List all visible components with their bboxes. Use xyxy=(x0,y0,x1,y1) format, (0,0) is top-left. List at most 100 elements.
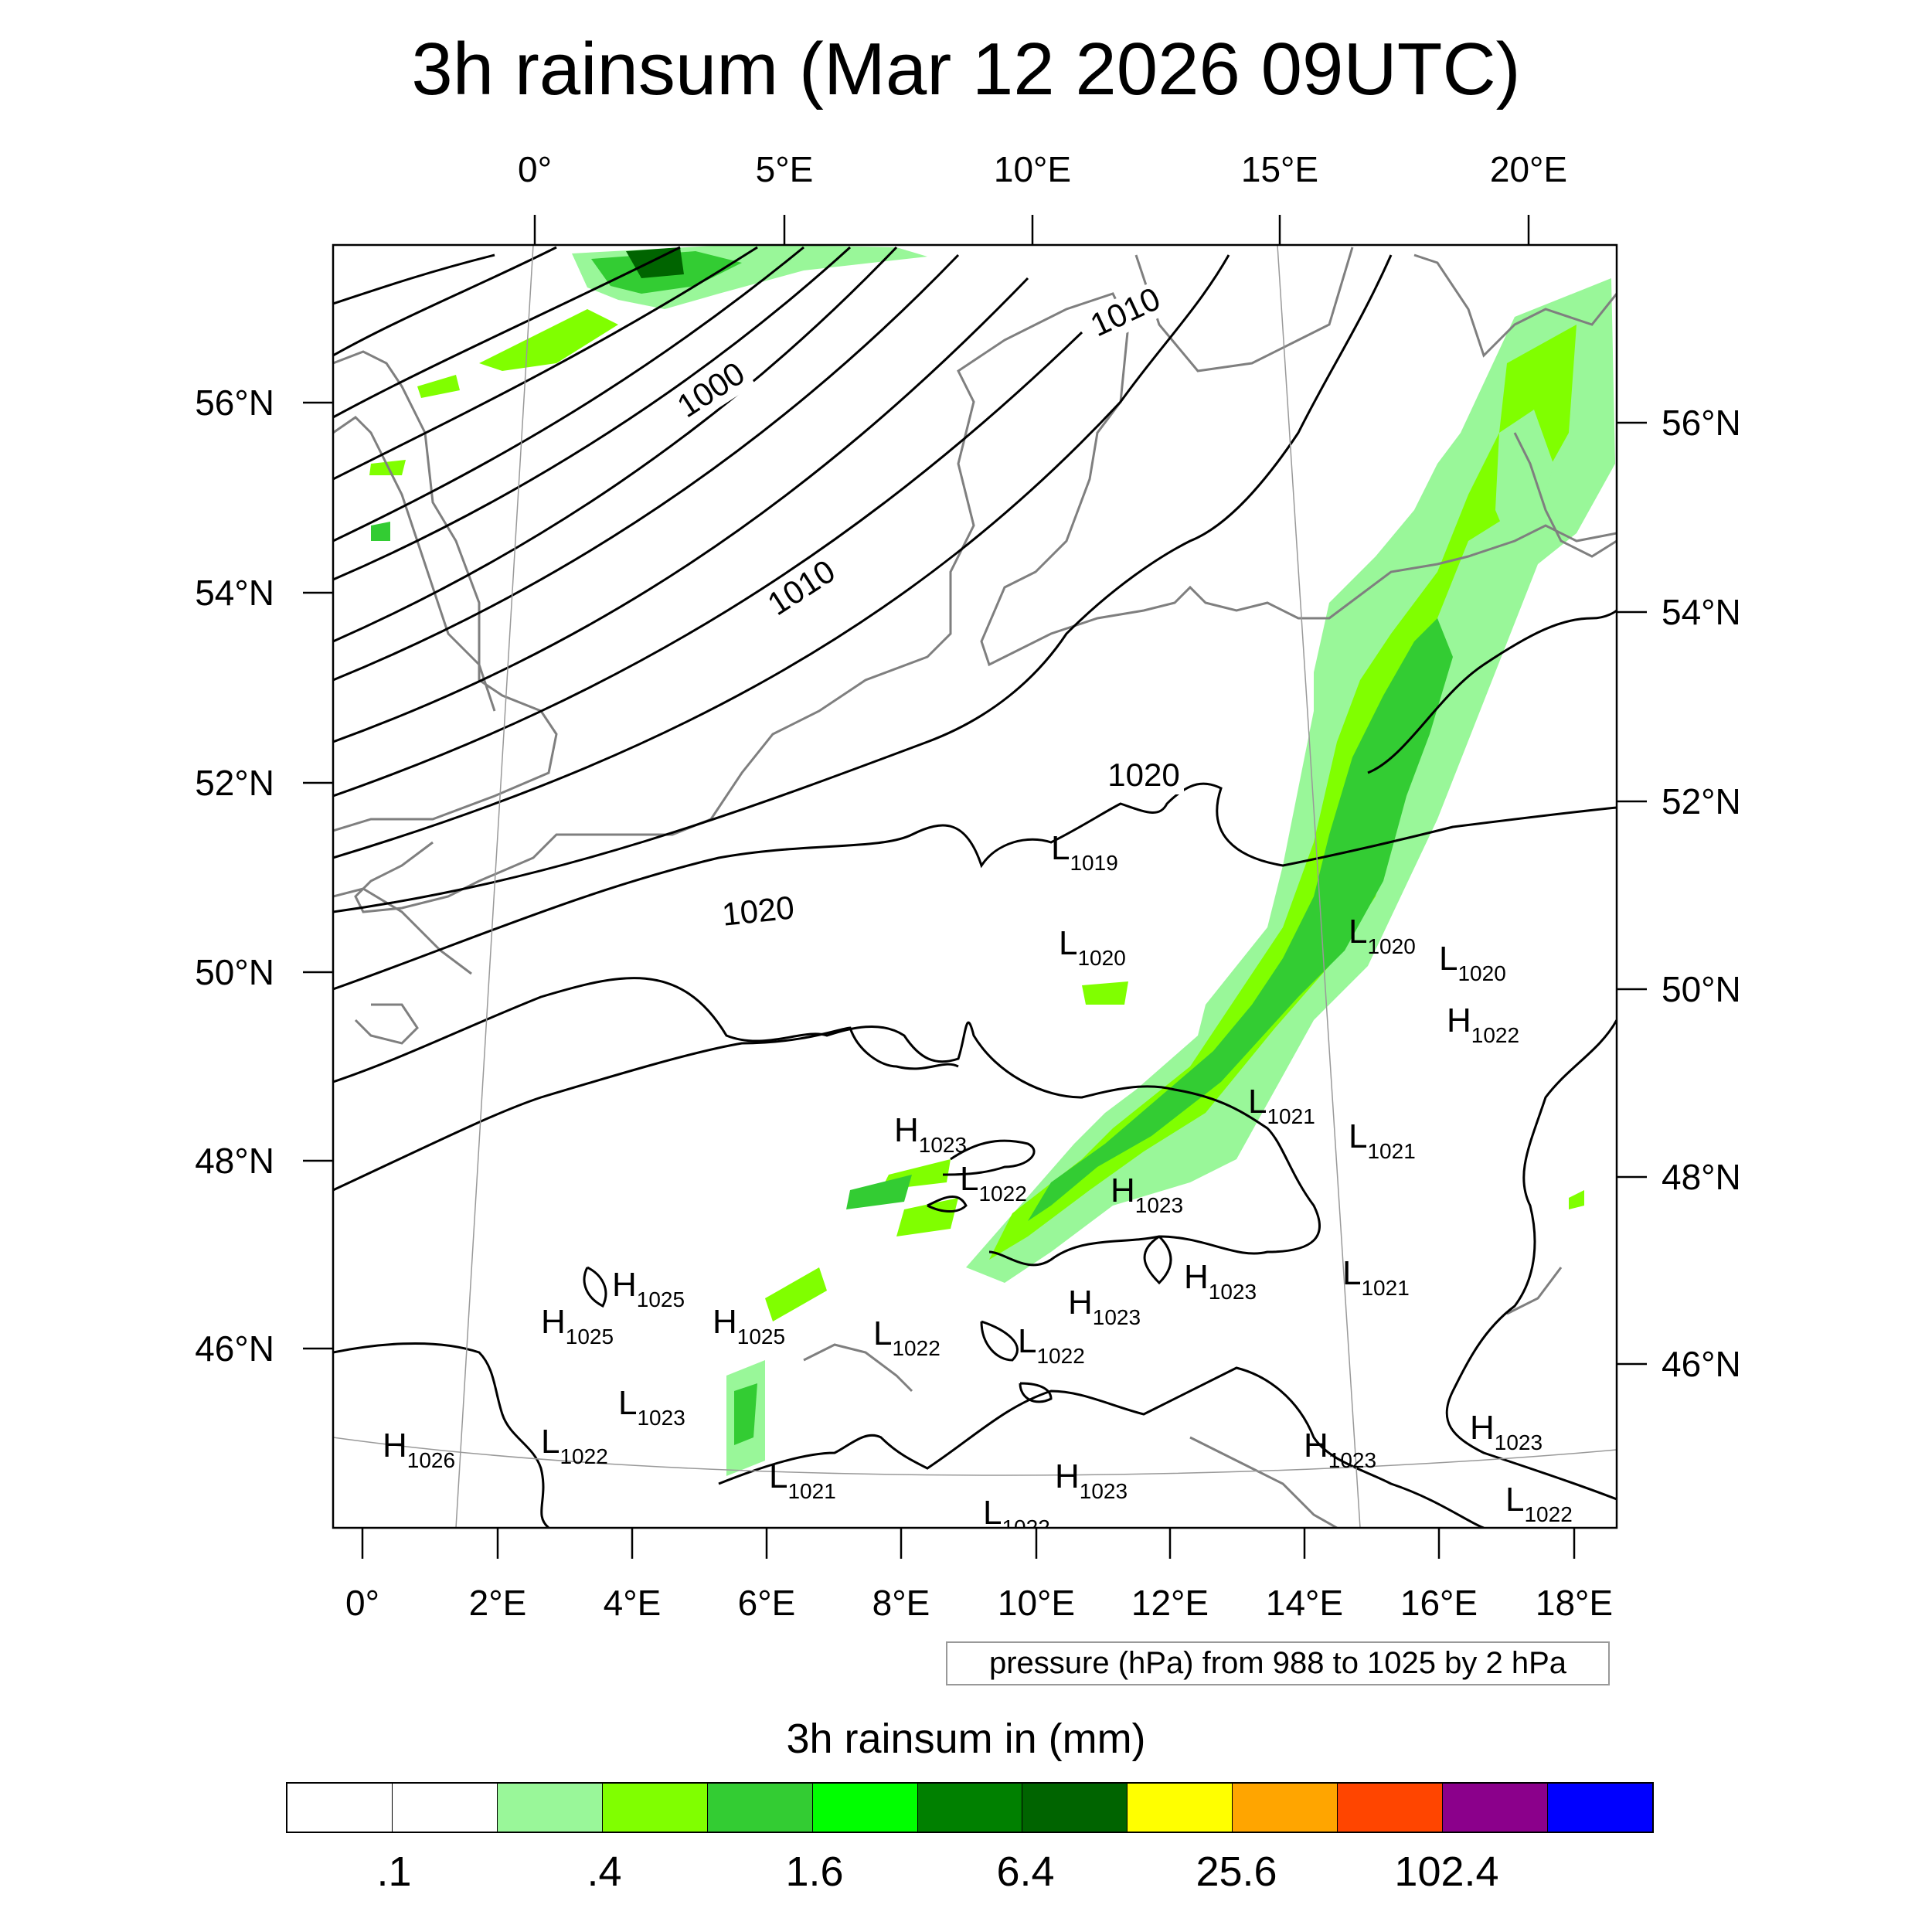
legend-color-box xyxy=(392,1784,498,1832)
isobar xyxy=(333,253,495,305)
rain-band-east-blob xyxy=(1495,410,1553,556)
high-pressure-center: H1023 xyxy=(1184,1258,1257,1304)
legend-title: 3h rainsum in (mm) xyxy=(786,1716,1146,1762)
isobar xyxy=(1143,1235,1172,1285)
isobar xyxy=(333,1026,959,1192)
isobar-label: 1020 xyxy=(720,889,796,933)
isobars xyxy=(333,246,1617,1528)
top-lon-labels: 0° 5°E 10°E 15°E 20°E xyxy=(518,149,1567,189)
low-pressure-center: L1023 xyxy=(618,1384,685,1430)
bottom-lon-label: 2°E xyxy=(469,1583,527,1623)
pressure-center-value: 1023 xyxy=(1328,1448,1376,1472)
isobar xyxy=(333,246,852,581)
tick-marks xyxy=(303,215,1647,1559)
legend-color-box xyxy=(1548,1784,1652,1832)
top-lon-label: 20°E xyxy=(1490,149,1567,189)
rain-band-scatter-1 xyxy=(1082,981,1128,1005)
high-pressure-center: H1023 xyxy=(1304,1427,1376,1472)
legend-label: 1.6 xyxy=(785,1849,844,1895)
low-pressure-center: L1022 xyxy=(1505,1481,1573,1526)
isobar xyxy=(333,782,1617,991)
pressure-center-value: 1021 xyxy=(1361,1276,1409,1300)
meridian-line xyxy=(455,245,534,1528)
pressure-center-value: 1023 xyxy=(637,1406,685,1430)
rain-band-outer xyxy=(966,278,1615,1283)
legend-color-box xyxy=(1022,1784,1128,1832)
pressure-center-value: 1022 xyxy=(1524,1502,1572,1526)
map-frame xyxy=(332,243,1618,1529)
low-pressure-center: L1022 xyxy=(873,1315,940,1360)
rain-area-north-max xyxy=(626,247,684,278)
pressure-center-value: 1022 xyxy=(1002,1515,1049,1539)
rain-band-middle xyxy=(989,325,1577,1260)
isobar xyxy=(1019,1382,1053,1403)
pressure-center-value: 1019 xyxy=(1070,851,1117,875)
pressure-center-value: 1023 xyxy=(1495,1430,1543,1454)
high-pressure-center: H1023 xyxy=(1470,1409,1543,1454)
graticule xyxy=(333,245,1617,1528)
pressure-center-value: 1020 xyxy=(1077,946,1125,970)
pressure-center-value: 1023 xyxy=(1080,1479,1128,1503)
legend-label: .4 xyxy=(587,1849,622,1895)
legend-color-box xyxy=(812,1784,918,1832)
isobar xyxy=(333,977,1321,1267)
pressure-center-value: 1022 xyxy=(1036,1344,1084,1368)
bottom-lon-label: 4°E xyxy=(604,1583,662,1623)
right-lat-labels: 56°N 54°N 52°N 50°N 48°N 46°N xyxy=(1662,403,1741,1384)
bottom-lon-label: 8°E xyxy=(872,1583,930,1623)
pressure-center-value: 1020 xyxy=(1367,934,1415,958)
isobar xyxy=(1367,609,1617,774)
legend-color-box xyxy=(1233,1784,1338,1832)
pressure-center-value: 1020 xyxy=(1458,961,1505,985)
pressure-center-value: 1022 xyxy=(978,1182,1026,1206)
low-pressure-center: L1022 xyxy=(541,1423,608,1468)
right-lat-label: 56°N xyxy=(1662,403,1741,443)
legend-color-box xyxy=(1443,1784,1549,1832)
bottom-lon-label: 16°E xyxy=(1400,1583,1478,1623)
pressure-center-value: 1021 xyxy=(1367,1139,1415,1163)
right-lat-label: 46°N xyxy=(1662,1344,1741,1384)
isobar xyxy=(333,246,557,357)
low-pressure-center: L1020 xyxy=(1439,940,1506,985)
left-lat-label: 48°N xyxy=(195,1141,274,1181)
pressure-center-value: 1023 xyxy=(1135,1193,1183,1217)
legend-label: 102.4 xyxy=(1394,1849,1499,1895)
rain-band-scatter-2 xyxy=(1569,1190,1584,1209)
pressure-center-value: 1025 xyxy=(566,1325,614,1349)
rain-area-west-c xyxy=(371,522,390,541)
rain-area-west-a xyxy=(417,375,460,398)
left-lat-labels: 56°N 54°N 52°N 50°N 48°N 46°N xyxy=(195,383,274,1369)
isobar xyxy=(583,1266,607,1308)
isobar xyxy=(333,246,681,419)
left-lat-label: 50°N xyxy=(195,952,274,992)
legend-color-box xyxy=(1338,1784,1444,1832)
isobar-label: 1010 xyxy=(1085,280,1166,343)
pressure-center-value: 1025 xyxy=(637,1287,685,1311)
isobar-label: 1020 xyxy=(1107,757,1179,793)
legend-color-box xyxy=(602,1784,708,1832)
isobar xyxy=(333,254,1230,859)
legend-label: .1 xyxy=(376,1849,412,1895)
high-pressure-center: H1023 xyxy=(894,1111,967,1157)
low-pressure-center: L1021 xyxy=(1349,1117,1416,1163)
right-lat-label: 50°N xyxy=(1662,969,1741,1009)
isobar xyxy=(942,1139,1036,1176)
high-pressure-center: H1023 xyxy=(1055,1458,1128,1503)
high-pressure-center: H1025 xyxy=(541,1303,614,1349)
top-lon-label: 0° xyxy=(518,149,552,189)
legend-label: 6.4 xyxy=(996,1849,1055,1895)
bottom-lon-label: 12°E xyxy=(1131,1583,1209,1623)
left-lat-label: 46°N xyxy=(195,1328,274,1369)
top-lon-label: 15°E xyxy=(1241,149,1318,189)
isobar xyxy=(333,253,960,682)
legend-color-box xyxy=(917,1784,1023,1832)
legend-label: 25.6 xyxy=(1196,1849,1277,1895)
pressure-center-value: 1023 xyxy=(1093,1305,1141,1329)
bottom-lon-label: 0° xyxy=(345,1583,379,1623)
bottom-lon-labels: 0° 2°E 4°E 6°E 8°E 10°E 12°E 14°E 16°E 1… xyxy=(345,1583,1613,1623)
isobar xyxy=(333,246,804,543)
pressure-center-value: 1022 xyxy=(892,1336,940,1360)
rain-area-north-band xyxy=(479,309,618,371)
legend-color-box xyxy=(287,1784,393,1832)
